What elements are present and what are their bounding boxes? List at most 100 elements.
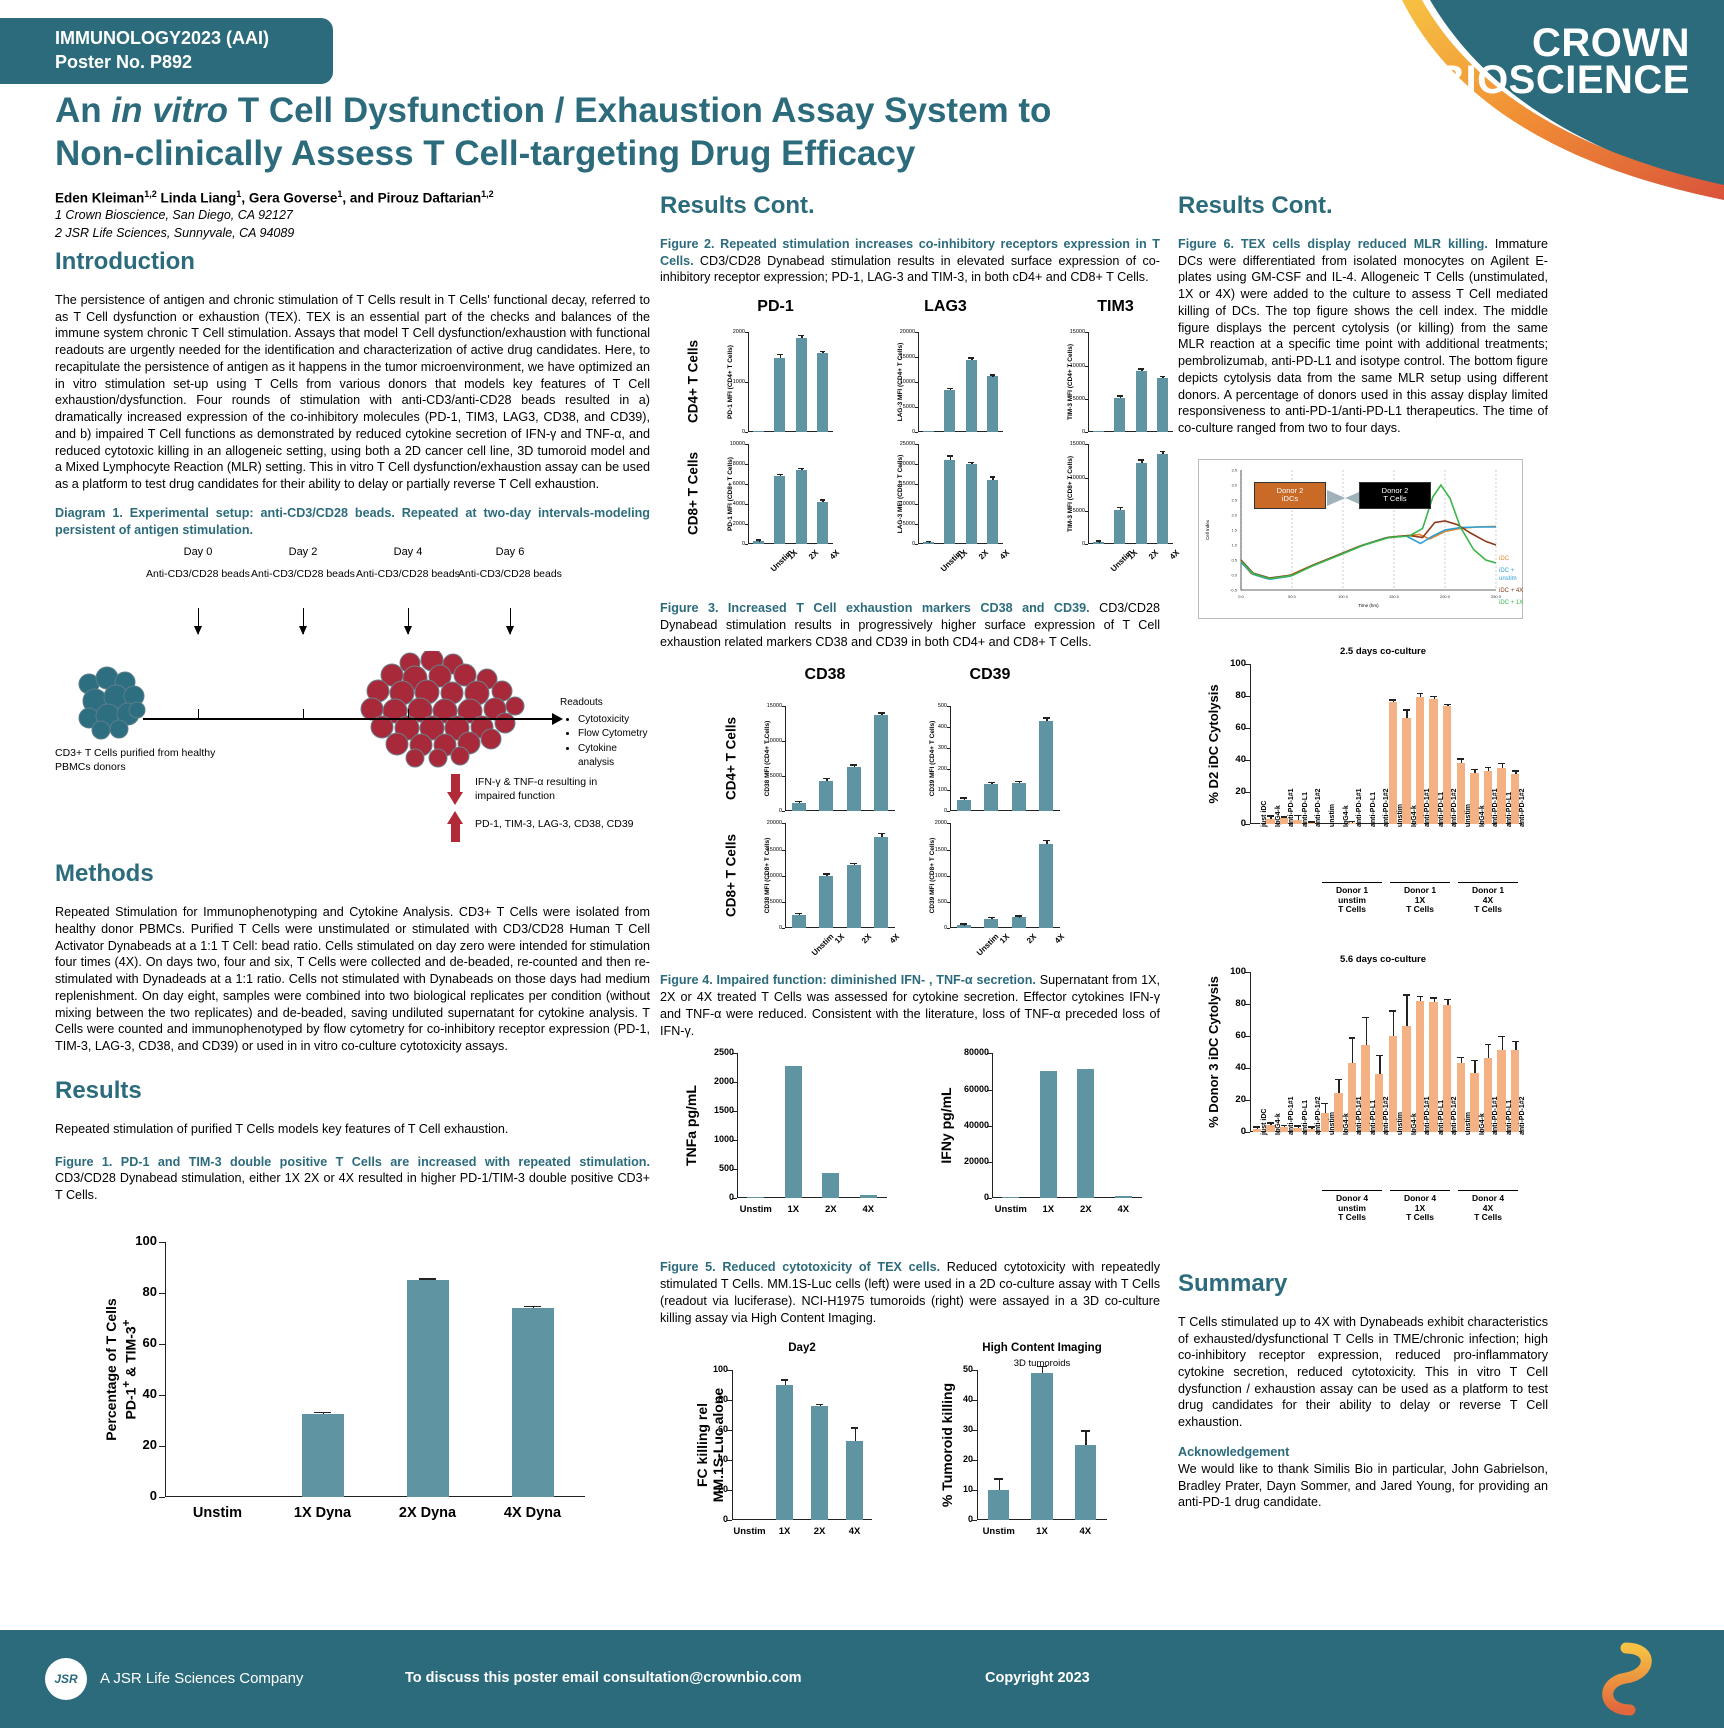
bar [965, 359, 977, 433]
fig6_d2-bar [1415, 697, 1425, 824]
fig2_tim3_cd4-ylabel: TIM-3 MFI (CD4+ T Cells) [1067, 344, 1074, 421]
fig2_pd1_cd8-ticklabel: 0 [741, 541, 745, 548]
cell-index-legend-item: iDC + [1499, 567, 1515, 574]
error-cap [777, 473, 783, 475]
fig5_2d-tickmark [727, 1430, 732, 1432]
fig2_pd1_cd8-ticklabel: 10000 [729, 441, 745, 448]
diagram-timeline [143, 709, 563, 726]
series-iDC + 1X [1240, 483, 1497, 580]
fig3_cd38_cd8-ticklabel: 0 [778, 925, 782, 932]
fig6_d2-group-rule [1322, 881, 1382, 883]
fig6_d3-error-cap [1375, 1055, 1383, 1057]
fig3_cd38_cd8-tickmark [782, 928, 785, 930]
fig6_d2-bar [1510, 774, 1520, 824]
fig6_d2-group-label: Donor 1 unstim T Cells [1335, 884, 1369, 915]
fig5_2d-tickmark [727, 1460, 732, 1462]
title-part-b: T Cell Dysfunction / Exhaustion Assay Sy… [228, 91, 1052, 130]
fig5_2d-ytick: 20 [717, 1484, 728, 1495]
fig5_3d-tickmark [972, 1460, 977, 1462]
svg-text:Cell Index: Cell Index [1205, 519, 1210, 540]
donor-connector-icon [1327, 489, 1359, 506]
introduction-text: The persistence of antigen and chronic s… [55, 293, 650, 492]
fig5_3d-title: High Content Imaging [982, 1342, 1102, 1355]
fig3_cd39_cd4-ticklabel: 100 [937, 787, 947, 794]
fig6_d3-error-cap [1267, 1122, 1274, 1124]
fig4_tnfa-ytick: 1000 [713, 1134, 734, 1145]
fig2_tim3_cd4-ticklabel: 5000 [1072, 395, 1085, 402]
fig4_ifny-tickmark [987, 1053, 992, 1055]
fig5_3d-tickmark [972, 1520, 977, 1522]
footer-company: A JSR Life Sciences Company [100, 1670, 304, 1687]
x-tick-label: Unstim [810, 932, 836, 958]
figure-3-chart-grid: CD38 CD39 CD4+ T Cells CD8+ T Cells CD38 MFI… [660, 658, 1160, 968]
fig4_tnfa-ytick: 0 [728, 1192, 734, 1203]
error-cap [1159, 375, 1166, 378]
fig1-ytick: 20 [142, 1436, 157, 1452]
fig3_cd39_cd8-tickmark [947, 849, 950, 851]
column-left: Introduction The persistence of antigen … [55, 200, 650, 1552]
fig6_d2-error-cap [1511, 770, 1519, 772]
fig3_cd38_cd4: CD38 MFI (CD4+ T Cells) 0 5000 10000 15000 [755, 703, 895, 814]
error-cap [777, 353, 783, 356]
fig5_3d-ytick: 30 [962, 1424, 973, 1435]
heading-methods: Methods [55, 860, 154, 888]
fig5_3d-ytick: 40 [962, 1394, 973, 1405]
fig6_d3-error-cap [1253, 1126, 1261, 1128]
fig6_d2-ytick: 100 [1230, 657, 1246, 669]
fig6_d2-tickmark [1245, 695, 1250, 697]
diagram-day-0: Day 0 [183, 546, 213, 559]
error-bar [992, 477, 994, 481]
bar [923, 431, 935, 433]
fig3_cd39_cd8-tickmark [947, 902, 950, 904]
fig1-xtick: Unstim [192, 1504, 243, 1521]
figure-2-chart-grid: PD-1 LAG3 TIM3 CD4+ T Cells CD8+ T Cells PD-1… [660, 294, 1182, 594]
fig4_ifny-tickmark [987, 1125, 992, 1127]
fig2_lag3_cd8-tickmark [915, 484, 918, 486]
fig2_tim3_cd8-plot [1088, 444, 1173, 545]
diagram-bead-label-2: Anti-CD3/CD28 beads [356, 568, 460, 581]
fig6_d3-error-bar [1474, 1059, 1476, 1073]
fig2_lag3_cd8: LAG-3 MFI (CD8+ T Cells) 0 5000 10000 15000 2… [888, 441, 1011, 574]
diagram-arrow-3 [506, 608, 514, 636]
fig2_lag3_cd8-ticklabel: 25000 [899, 441, 915, 448]
fig5_2d-xtick: 4X [848, 1526, 861, 1538]
fig6_d2-bar [1429, 699, 1438, 824]
fig1-ytick: 80 [142, 1283, 157, 1299]
fig3_cd39_cd8-plot [950, 823, 1060, 929]
fig4_ifny-bar [1002, 1197, 1020, 1199]
fig3_cd39_cd8-tickmark [947, 875, 950, 877]
fig6_d3-error-cap [1403, 994, 1410, 996]
fig6_d3-group-label: Donor 4 4X T Cells [1471, 1192, 1505, 1223]
fig2_tim3_cd8-ticklabel: 0 [1081, 541, 1085, 548]
x-tick-label: 4X [827, 548, 842, 562]
fig6_d3-error-cap [1511, 1040, 1519, 1042]
fig1-tickmark [159, 1292, 165, 1294]
error-bar [963, 924, 966, 926]
fig6_d2-bar [1266, 819, 1275, 824]
fig4_ifny-tickmark [987, 1198, 992, 1200]
cell-index-legend-item: unstim [1499, 575, 1517, 582]
fig4_ifny-xtick: 2X [1079, 1204, 1092, 1216]
bar [774, 358, 786, 433]
bar [1114, 509, 1126, 545]
fig4_tnfa-bar [859, 1195, 877, 1199]
figure-4-chart-grid: 0 500 1000 1500 2000 2500 TNFa pg/mL Unstim 1X 2X… [660, 1047, 1160, 1247]
fig6_d2-tickmark [1245, 727, 1250, 729]
figure-6-cell-index-chart: -0.5 0.0 0.5 1.0 1.5 2.0 2.5 3.0 3.5 0.0 50.0 100.0… [1178, 458, 1548, 634]
fig6_d3-error-cap [1443, 999, 1451, 1001]
error-cap [877, 712, 885, 714]
diagram-source-label: CD3+ T Cells purified from healthy PBMCs… [55, 747, 216, 774]
panel-title-CD38: CD38 [804, 666, 846, 684]
heading-results-cont-right: Results Cont. [1178, 192, 1333, 219]
diagram-readouts: Readouts Cytotoxicity Flow Cytometry Cyt… [560, 696, 650, 771]
fig6_d3-error-cap [1498, 1035, 1505, 1038]
fig1-tickmark [159, 1496, 165, 1498]
fig6_d2-xtick: anti-PD-L1 [1369, 791, 1377, 827]
fig6_d3-bar [1252, 1128, 1261, 1132]
fig2_lag3_cd8-ticklabel: 10000 [899, 501, 915, 508]
error-bar [822, 351, 824, 354]
fig6_d2-plot [1250, 663, 1522, 824]
fig6_d2-error-cap [1294, 814, 1301, 817]
logo-line-crown: CROWN [1531, 21, 1690, 65]
bar [795, 470, 807, 545]
